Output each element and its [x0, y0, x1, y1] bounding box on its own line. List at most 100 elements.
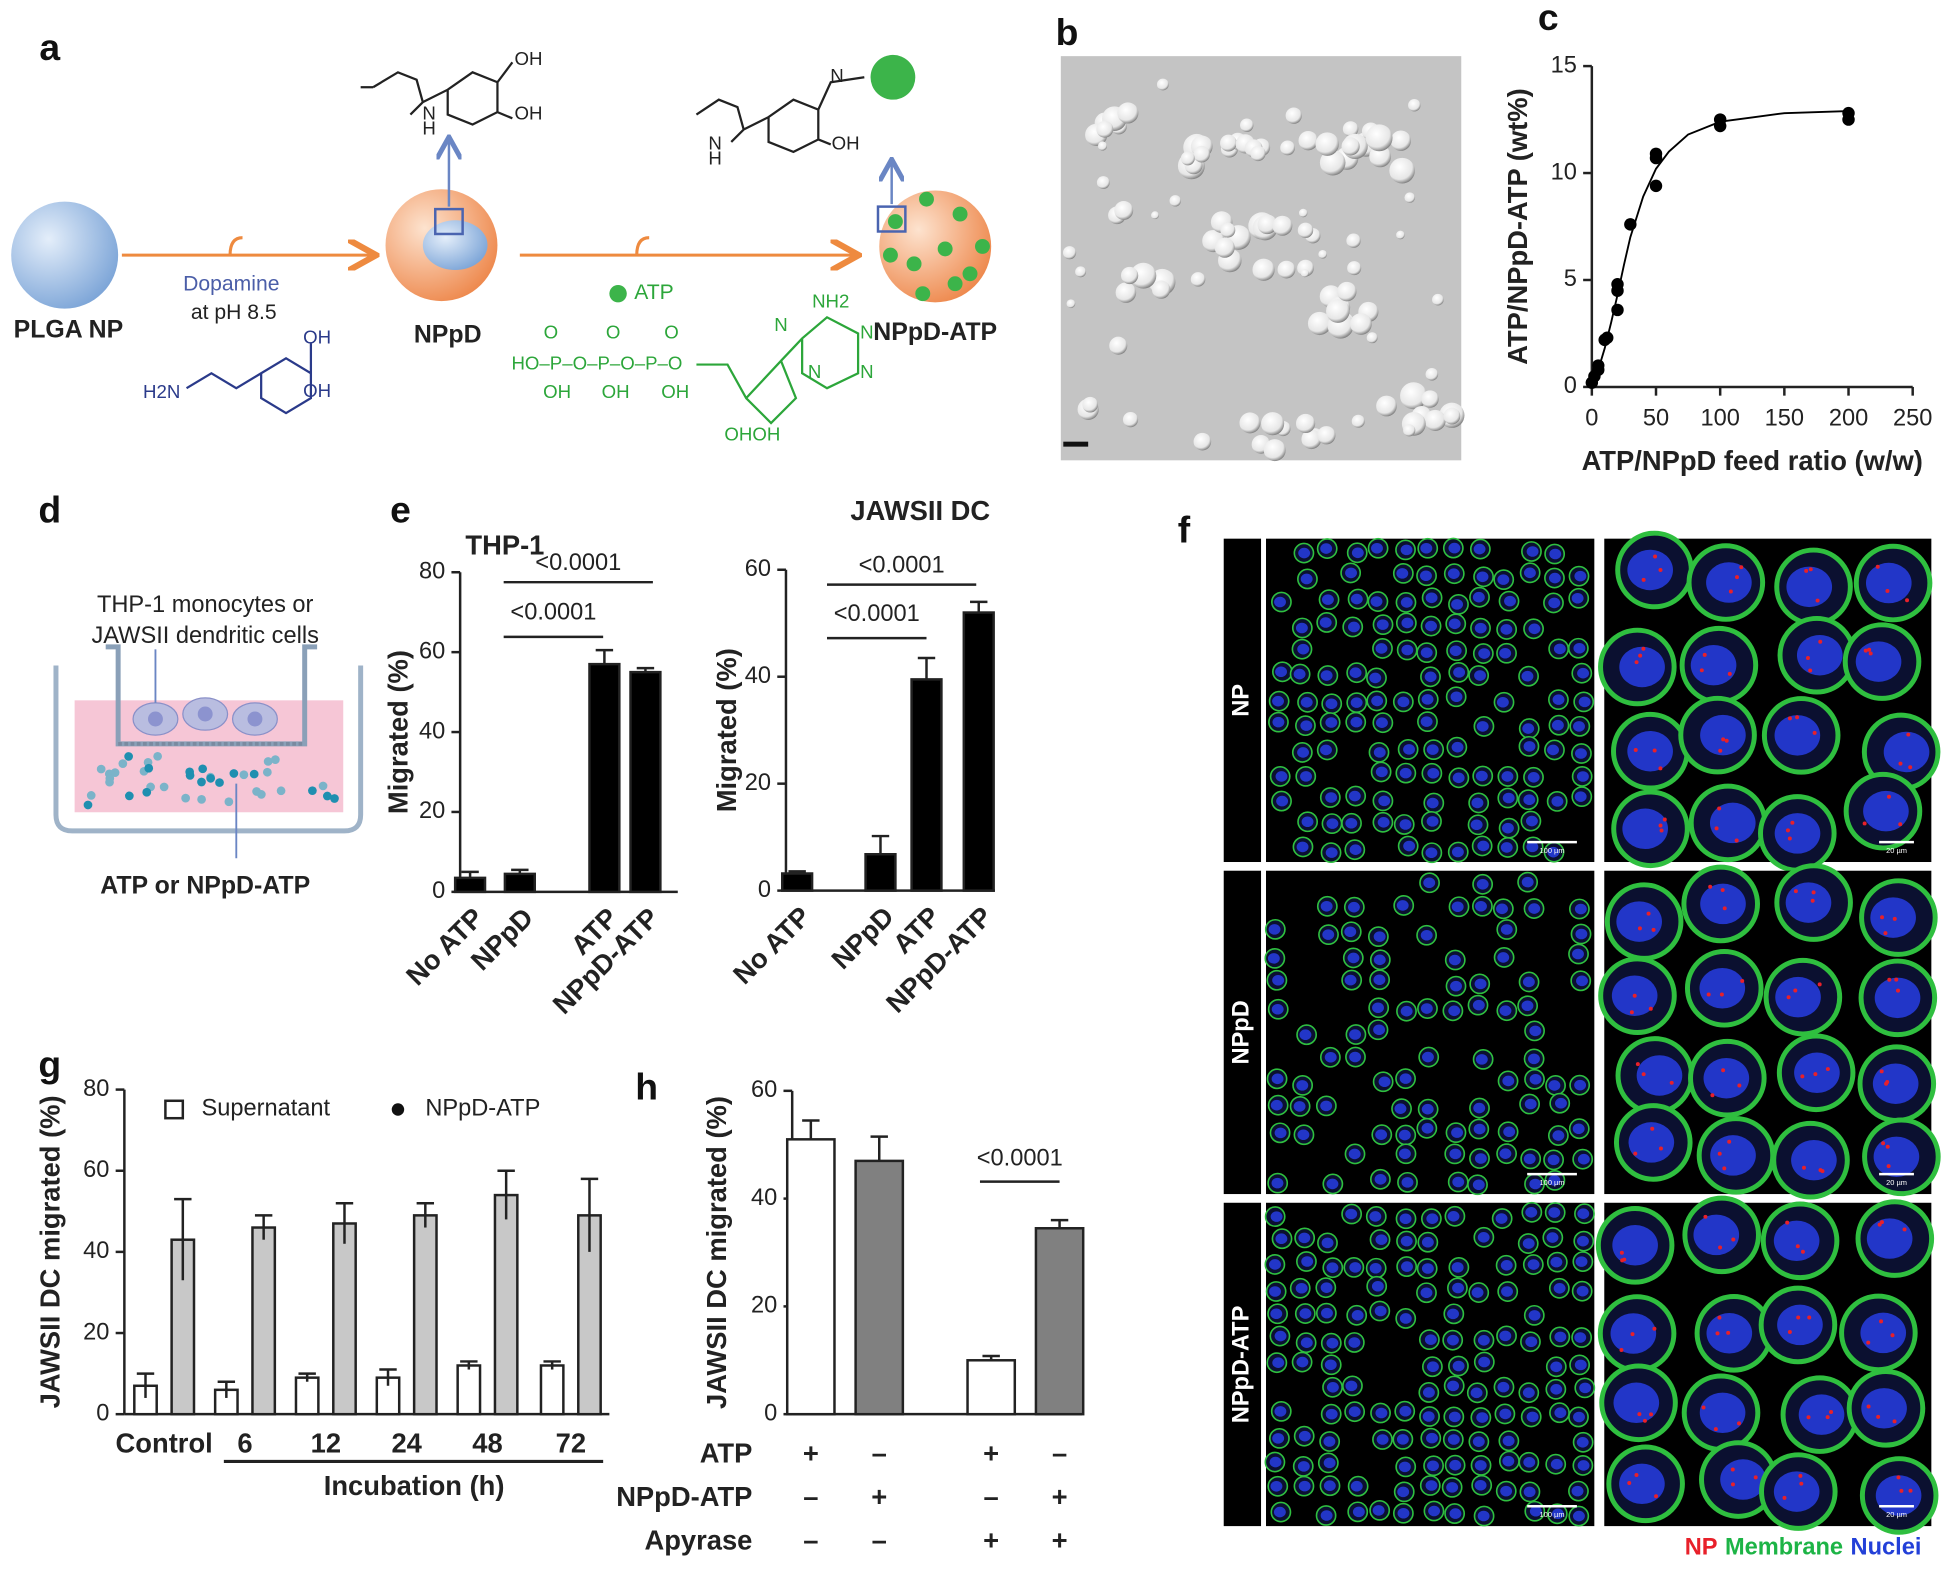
nucleus — [1400, 1235, 1413, 1247]
atp-dot — [915, 286, 931, 302]
nucleus — [1477, 1335, 1490, 1346]
nucleus — [1472, 999, 1485, 1011]
nucleus — [1369, 1211, 1382, 1222]
structure — [185, 343, 313, 415]
bar — [412, 1214, 438, 1416]
bead — [1318, 249, 1327, 259]
y-axis-label: JAWSII DC migrated (%) — [701, 1096, 732, 1409]
x-tick-label: 250 — [1893, 406, 1932, 432]
bead — [1376, 395, 1397, 417]
bead — [1156, 78, 1169, 91]
np-dot — [1658, 823, 1663, 828]
nucleus — [1791, 1139, 1837, 1181]
nucleus — [1267, 953, 1280, 964]
nucleus — [1550, 1256, 1563, 1268]
np-dot — [1801, 1165, 1806, 1170]
nucleus — [1572, 1123, 1585, 1134]
nucleus — [1450, 691, 1463, 703]
nucleus — [1398, 1129, 1411, 1141]
bead — [1109, 336, 1128, 355]
nucleus — [1450, 980, 1462, 992]
nucleus — [1401, 644, 1414, 656]
nucleus — [1374, 1174, 1387, 1185]
nucleus — [1272, 695, 1284, 707]
bead — [1193, 432, 1212, 451]
nucleus — [1554, 1331, 1567, 1343]
np-dot — [1699, 668, 1704, 673]
annotation: <0.0001 — [859, 552, 945, 578]
nucleus — [1529, 1178, 1542, 1190]
nucleus — [1622, 808, 1668, 850]
nucleus — [1449, 1148, 1462, 1160]
np-dot — [1810, 898, 1815, 903]
bar — [493, 1193, 519, 1416]
nucleus — [1619, 1463, 1665, 1505]
np-dot — [1669, 1080, 1674, 1085]
nucleus — [1474, 1460, 1487, 1471]
np-dot — [1648, 1006, 1653, 1011]
nucleus — [1500, 1485, 1513, 1497]
atp-dot — [952, 206, 968, 222]
bead — [1341, 137, 1360, 156]
np-dot — [1793, 889, 1798, 894]
atp-dot — [110, 768, 120, 777]
nucleus — [1527, 1259, 1540, 1270]
atp-dot — [96, 764, 106, 774]
np-dot — [1881, 1141, 1886, 1146]
nucleus — [1528, 1310, 1541, 1321]
np-dot — [1813, 1072, 1818, 1077]
np-dot — [1734, 838, 1739, 843]
nucleus — [1471, 1287, 1484, 1298]
panel-label: b — [1056, 11, 1079, 53]
nucleus — [1627, 730, 1673, 772]
bead — [1408, 99, 1421, 112]
chem-label: N — [774, 314, 787, 335]
nucleus — [1348, 790, 1361, 802]
np-dot — [1724, 738, 1729, 743]
cell-nucleus — [247, 711, 263, 727]
condition-sign: + — [803, 1437, 819, 1468]
nucleus — [1720, 1459, 1766, 1500]
np-dot — [1892, 1419, 1897, 1424]
atp-dot — [142, 787, 152, 797]
np-dot — [1908, 765, 1913, 770]
atp-dot — [239, 770, 249, 780]
nucleus — [1497, 952, 1510, 963]
nucleus — [1523, 794, 1536, 805]
atp-dot — [318, 781, 328, 791]
nucleus — [1269, 1286, 1282, 1297]
bead — [1151, 211, 1159, 220]
x-axis-label: ATP/NPpD feed ratio (w/w) — [1582, 445, 1923, 476]
nucleus — [1476, 571, 1489, 583]
nucleus — [1451, 1127, 1464, 1138]
np-dot — [1708, 884, 1713, 889]
bead — [1096, 176, 1110, 189]
nucleus — [1699, 968, 1746, 1009]
nucleus — [1398, 1148, 1411, 1160]
nucleus — [1375, 1234, 1388, 1245]
nucleus — [1774, 813, 1821, 854]
atp-dot — [105, 777, 114, 787]
hook — [635, 236, 650, 256]
nucleus — [1501, 771, 1514, 782]
np-dot — [1902, 1227, 1907, 1232]
bead — [1082, 396, 1099, 413]
nucleus — [1619, 646, 1665, 688]
nucleus — [1271, 1003, 1284, 1015]
bar — [629, 670, 662, 894]
np-dot — [1719, 992, 1724, 997]
x-tick-label: 200 — [1829, 406, 1868, 432]
y-tick-label: 0 — [96, 1400, 109, 1426]
atp-dot — [249, 769, 259, 779]
np-dot — [1641, 1072, 1646, 1077]
nucleus — [1425, 620, 1437, 632]
bar — [294, 1376, 320, 1416]
nucleus — [1523, 567, 1536, 579]
chem-label: OH — [602, 381, 630, 402]
chem-label: OH — [515, 48, 543, 69]
nucleus — [1575, 1256, 1588, 1267]
bead — [1075, 266, 1087, 278]
nucleus — [1396, 1434, 1409, 1445]
